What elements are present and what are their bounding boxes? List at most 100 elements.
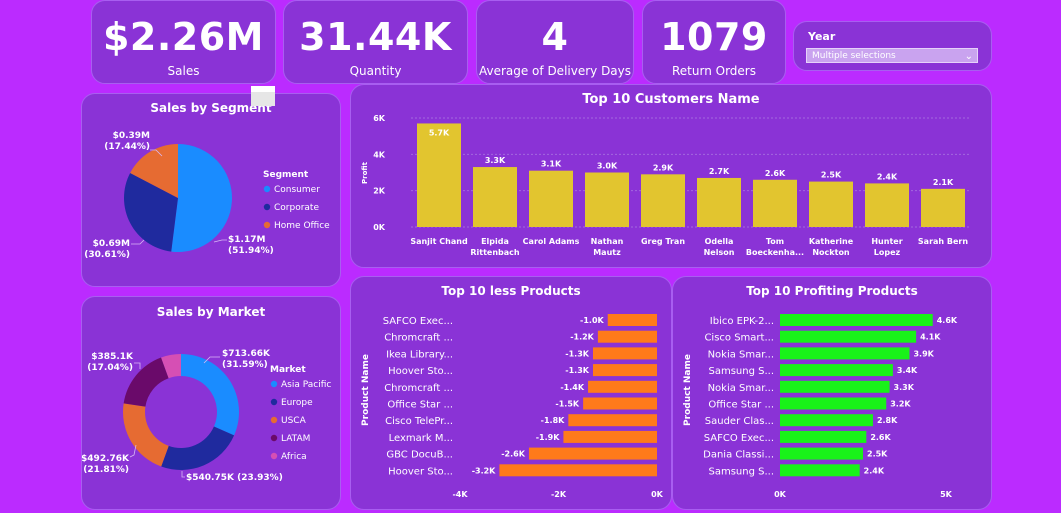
bar — [528, 447, 657, 460]
data-label: 3.9K — [913, 349, 934, 358]
bar — [865, 183, 909, 227]
x-tick-label: Sarah Bern — [918, 237, 968, 246]
legend-marker — [270, 416, 278, 424]
pie-slice-latam — [123, 357, 169, 407]
legend-entry: Consumer — [274, 185, 320, 195]
data-label-pct: (31.59%) — [222, 360, 268, 370]
y-tick-label: Sauder Clas... — [705, 416, 774, 427]
x-tick-label: Nathan — [591, 237, 624, 246]
y-tick-label: Nokia Smar... — [708, 383, 774, 394]
kpi-value: 4 — [541, 15, 569, 59]
bar — [753, 179, 797, 227]
y-tick-label: SAFCO Exec... — [383, 316, 453, 327]
data-label: 3.4K — [897, 366, 918, 375]
legend-marker — [270, 452, 278, 460]
y-tick-label: Nokia Smar... — [708, 349, 774, 360]
data-label: 3.3K — [894, 383, 915, 392]
legend-title: Segment — [263, 170, 309, 180]
bar — [809, 181, 853, 227]
bar — [780, 347, 910, 360]
bar — [780, 364, 893, 377]
x-tick-label: Elpida — [481, 237, 509, 246]
pie-slice-home-office — [130, 144, 178, 198]
x-tick-label: Odella — [705, 237, 734, 246]
data-label: -1.2K — [570, 333, 594, 342]
data-label: 2.4K — [877, 172, 898, 181]
data-label: -3.2K — [472, 466, 496, 475]
legend-marker — [263, 221, 271, 229]
y-tick-label: Hoover Sto... — [388, 466, 453, 477]
top-customers-card: Top 10 Customers Name 0K 2K 4K 6K Profit 5.7K… — [350, 84, 992, 268]
x-tick-label: -2K — [551, 490, 567, 499]
data-label: 2.6K — [765, 169, 786, 178]
chart-title: Top 10 Profiting Products — [746, 284, 918, 298]
x-tick-label: Katherine — [809, 237, 854, 246]
market-donut-chart: $713.66K(31.59%) $540.75K (23.93%) $492.76… — [82, 349, 331, 483]
kpi-card-return-orders: 1079 Return Orders — [642, 0, 786, 84]
pie-slice-corporate — [124, 172, 178, 252]
y-tick-label: 6K — [373, 114, 386, 123]
kpi-value: 1079 — [660, 15, 768, 59]
y-tick-label: 2K — [373, 187, 386, 196]
pie-slice-europe — [161, 426, 235, 470]
data-label: -1.4K — [560, 383, 584, 392]
y-tick-label: GBC DocuB... — [386, 450, 453, 461]
data-label: $0.39M — [113, 131, 150, 141]
bar — [417, 123, 461, 227]
leader-line — [129, 444, 137, 458]
data-label: $540.75K (23.93%) — [186, 473, 283, 483]
legend-marker — [270, 434, 278, 442]
data-label: 2.4K — [864, 466, 885, 475]
bar — [780, 380, 890, 393]
y-tick-label: Ibico EPK-2... — [710, 316, 774, 327]
sales-by-market-card: Sales by Market $713.66K (31.59%) $540.75K… — [81, 296, 341, 510]
chart-title: Top 10 Customers Name — [582, 92, 760, 107]
bar — [473, 167, 517, 227]
x-tick-label: Tom — [766, 237, 784, 246]
bar — [583, 397, 657, 410]
y-tick-label: 4K — [373, 150, 386, 159]
data-label: 2.9K — [653, 163, 674, 172]
bar — [607, 314, 657, 326]
y-tick-label: Hoover Sto... — [388, 366, 453, 377]
kpi-card-quantity: 31.44K Quantity — [283, 0, 468, 84]
y-tick-label: Office Star ... — [708, 400, 774, 411]
bar — [597, 330, 657, 343]
x-tick-label: -4K — [452, 490, 468, 499]
legend-entry: LATAM — [281, 434, 310, 444]
kpi-label: Return Orders — [672, 64, 756, 78]
y-axis-label: Product Name — [361, 354, 371, 426]
x-tick-label: Sanjit Chand — [410, 237, 468, 246]
legend-entry: Home Office — [274, 221, 330, 231]
bar — [780, 447, 863, 460]
bar — [921, 188, 965, 227]
data-label: 2.6K — [870, 433, 891, 442]
year-dropdown[interactable]: Multiple selections ⌄ — [806, 48, 978, 63]
segment-pie-chart: $1.17M(51.94%) $0.69M(30.61%) $0.39M(17.44… — [84, 131, 330, 260]
x-tick-label: Mautz — [593, 248, 621, 257]
pie-slice-asia-pacific — [181, 354, 239, 436]
y-tick-label: SAFCO Exec... — [704, 433, 774, 444]
data-label: 5.7K — [429, 128, 450, 137]
data-label: -1.9K — [536, 433, 560, 442]
data-label: $1.17M — [228, 235, 265, 245]
year-slicer: Year Multiple selections ⌄ — [793, 21, 992, 71]
data-label-pct: (21.81%) — [83, 465, 129, 475]
data-label: 3.0K — [597, 162, 618, 171]
bar — [499, 464, 657, 477]
bar — [780, 330, 917, 343]
data-label: -1.8K — [541, 416, 565, 425]
leader-line — [131, 239, 145, 245]
x-tick-label: Lopez — [874, 248, 901, 257]
bar — [780, 397, 887, 410]
bar — [780, 414, 873, 427]
x-tick-label: 5K — [940, 490, 953, 499]
leader-line — [181, 471, 185, 478]
profiting-products-bar-chart: Product Name Ibico EPK-2... 4.6K Cisco Smar… — [683, 314, 958, 499]
pie-slice-africa — [161, 354, 181, 379]
legend-title: Market — [270, 365, 306, 375]
tooltip-marker — [251, 86, 275, 106]
data-label: -1.3K — [565, 349, 589, 358]
data-label: 2.1K — [933, 178, 954, 187]
data-label: 2.5K — [867, 450, 888, 459]
